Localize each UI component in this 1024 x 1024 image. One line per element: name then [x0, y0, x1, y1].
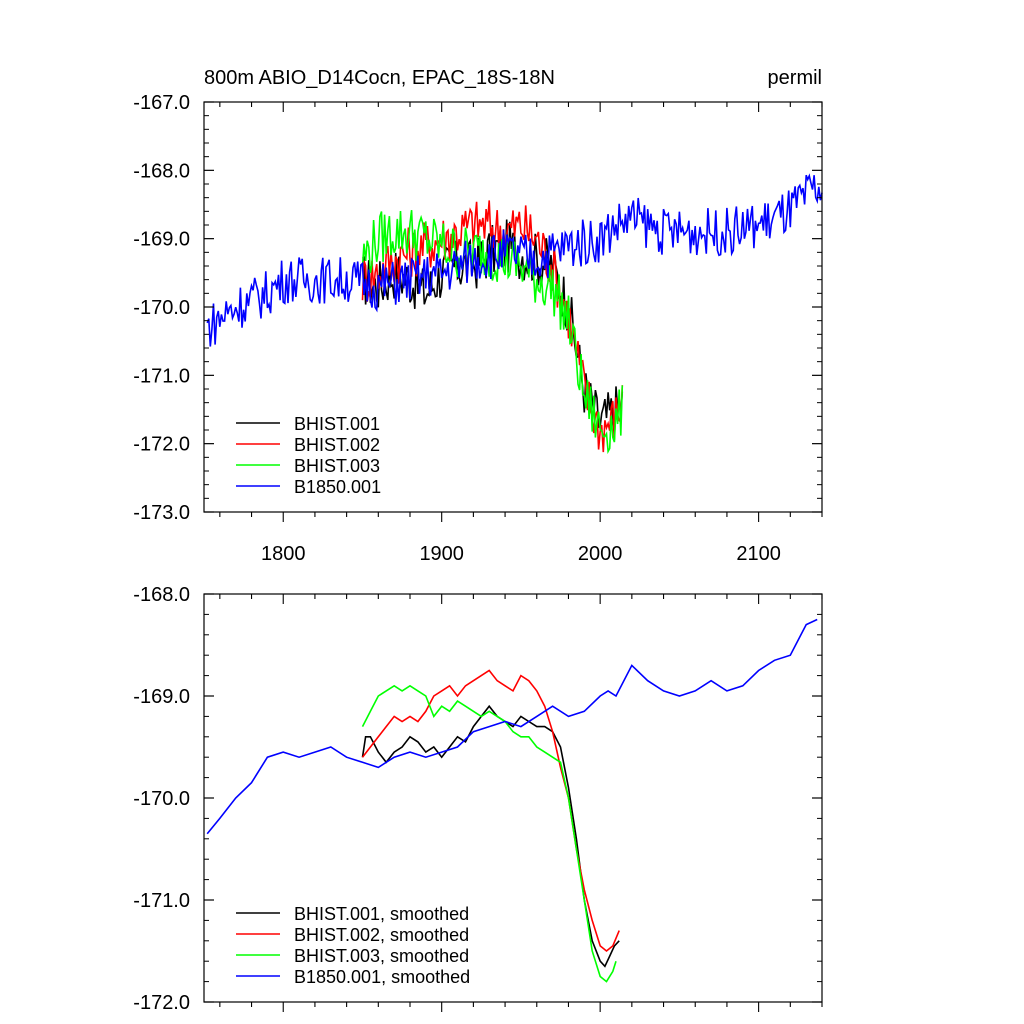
- top-xtick-label: 2000: [578, 543, 623, 565]
- top-title: 800m ABIO_D14Cocn, EPAC_18S-18N: [204, 67, 555, 89]
- top-ytick-label: -173.0: [133, 502, 190, 524]
- top-legend-label: B1850.001: [294, 477, 381, 497]
- top-xtick-label: 1800: [261, 543, 306, 565]
- bottom-ytick-label: -169.0: [133, 686, 190, 708]
- bottom-ytick-label: -168.0: [133, 584, 190, 606]
- top-ytick-label: -172.0: [133, 434, 190, 456]
- top-ytick-label: -171.0: [133, 365, 190, 387]
- top-legend-label: BHIST.002: [294, 435, 380, 455]
- top-series-line-4: [206, 173, 823, 347]
- top-panel: 800m ABIO_D14Cocn, EPAC_18S-18N permil -…: [133, 67, 823, 565]
- top-ytick-label: -168.0: [133, 160, 190, 182]
- bottom-panel: -172.0 -171.0 -170.0 -169.0 -168.0 BHIST.001…: [133, 584, 823, 1014]
- top-series-group: [206, 173, 823, 455]
- bottom-ytick-label: -172.0: [133, 992, 190, 1014]
- top-ytick-label: -170.0: [133, 297, 190, 319]
- bottom-series-group: [206, 618, 818, 983]
- top-legend-label: BHIST.001: [294, 414, 380, 434]
- bottom-legend-label: BHIST.002, smoothed: [294, 925, 469, 945]
- top-series-line-3: [361, 210, 624, 455]
- bottom-ytick-label: -171.0: [133, 890, 190, 912]
- top-series-line-2: [361, 200, 624, 453]
- top-axes: -173.0 -172.0 -171.0 -170.0 -169.0 -168.0 -167…: [133, 92, 823, 565]
- top-ytick-label: -169.0: [133, 229, 190, 251]
- bottom-series-line-4: [206, 618, 818, 835]
- top-legend-label: BHIST.003: [294, 456, 380, 476]
- bottom-legend-label: BHIST.001, smoothed: [294, 904, 469, 924]
- top-ytick-label: -167.0: [133, 92, 190, 114]
- bottom-legend-label: B1850.001, smoothed: [294, 967, 470, 987]
- top-xtick-label: 2100: [736, 543, 781, 565]
- top-xtick-label: 1900: [419, 543, 464, 565]
- top-units: permil: [768, 67, 822, 89]
- bottom-legend-label: BHIST.003, smoothed: [294, 946, 469, 966]
- bottom-axes: -172.0 -171.0 -170.0 -169.0 -168.0: [133, 584, 823, 1014]
- bottom-series-line-3: [361, 684, 617, 983]
- bottom-ytick-label: -170.0: [133, 788, 190, 810]
